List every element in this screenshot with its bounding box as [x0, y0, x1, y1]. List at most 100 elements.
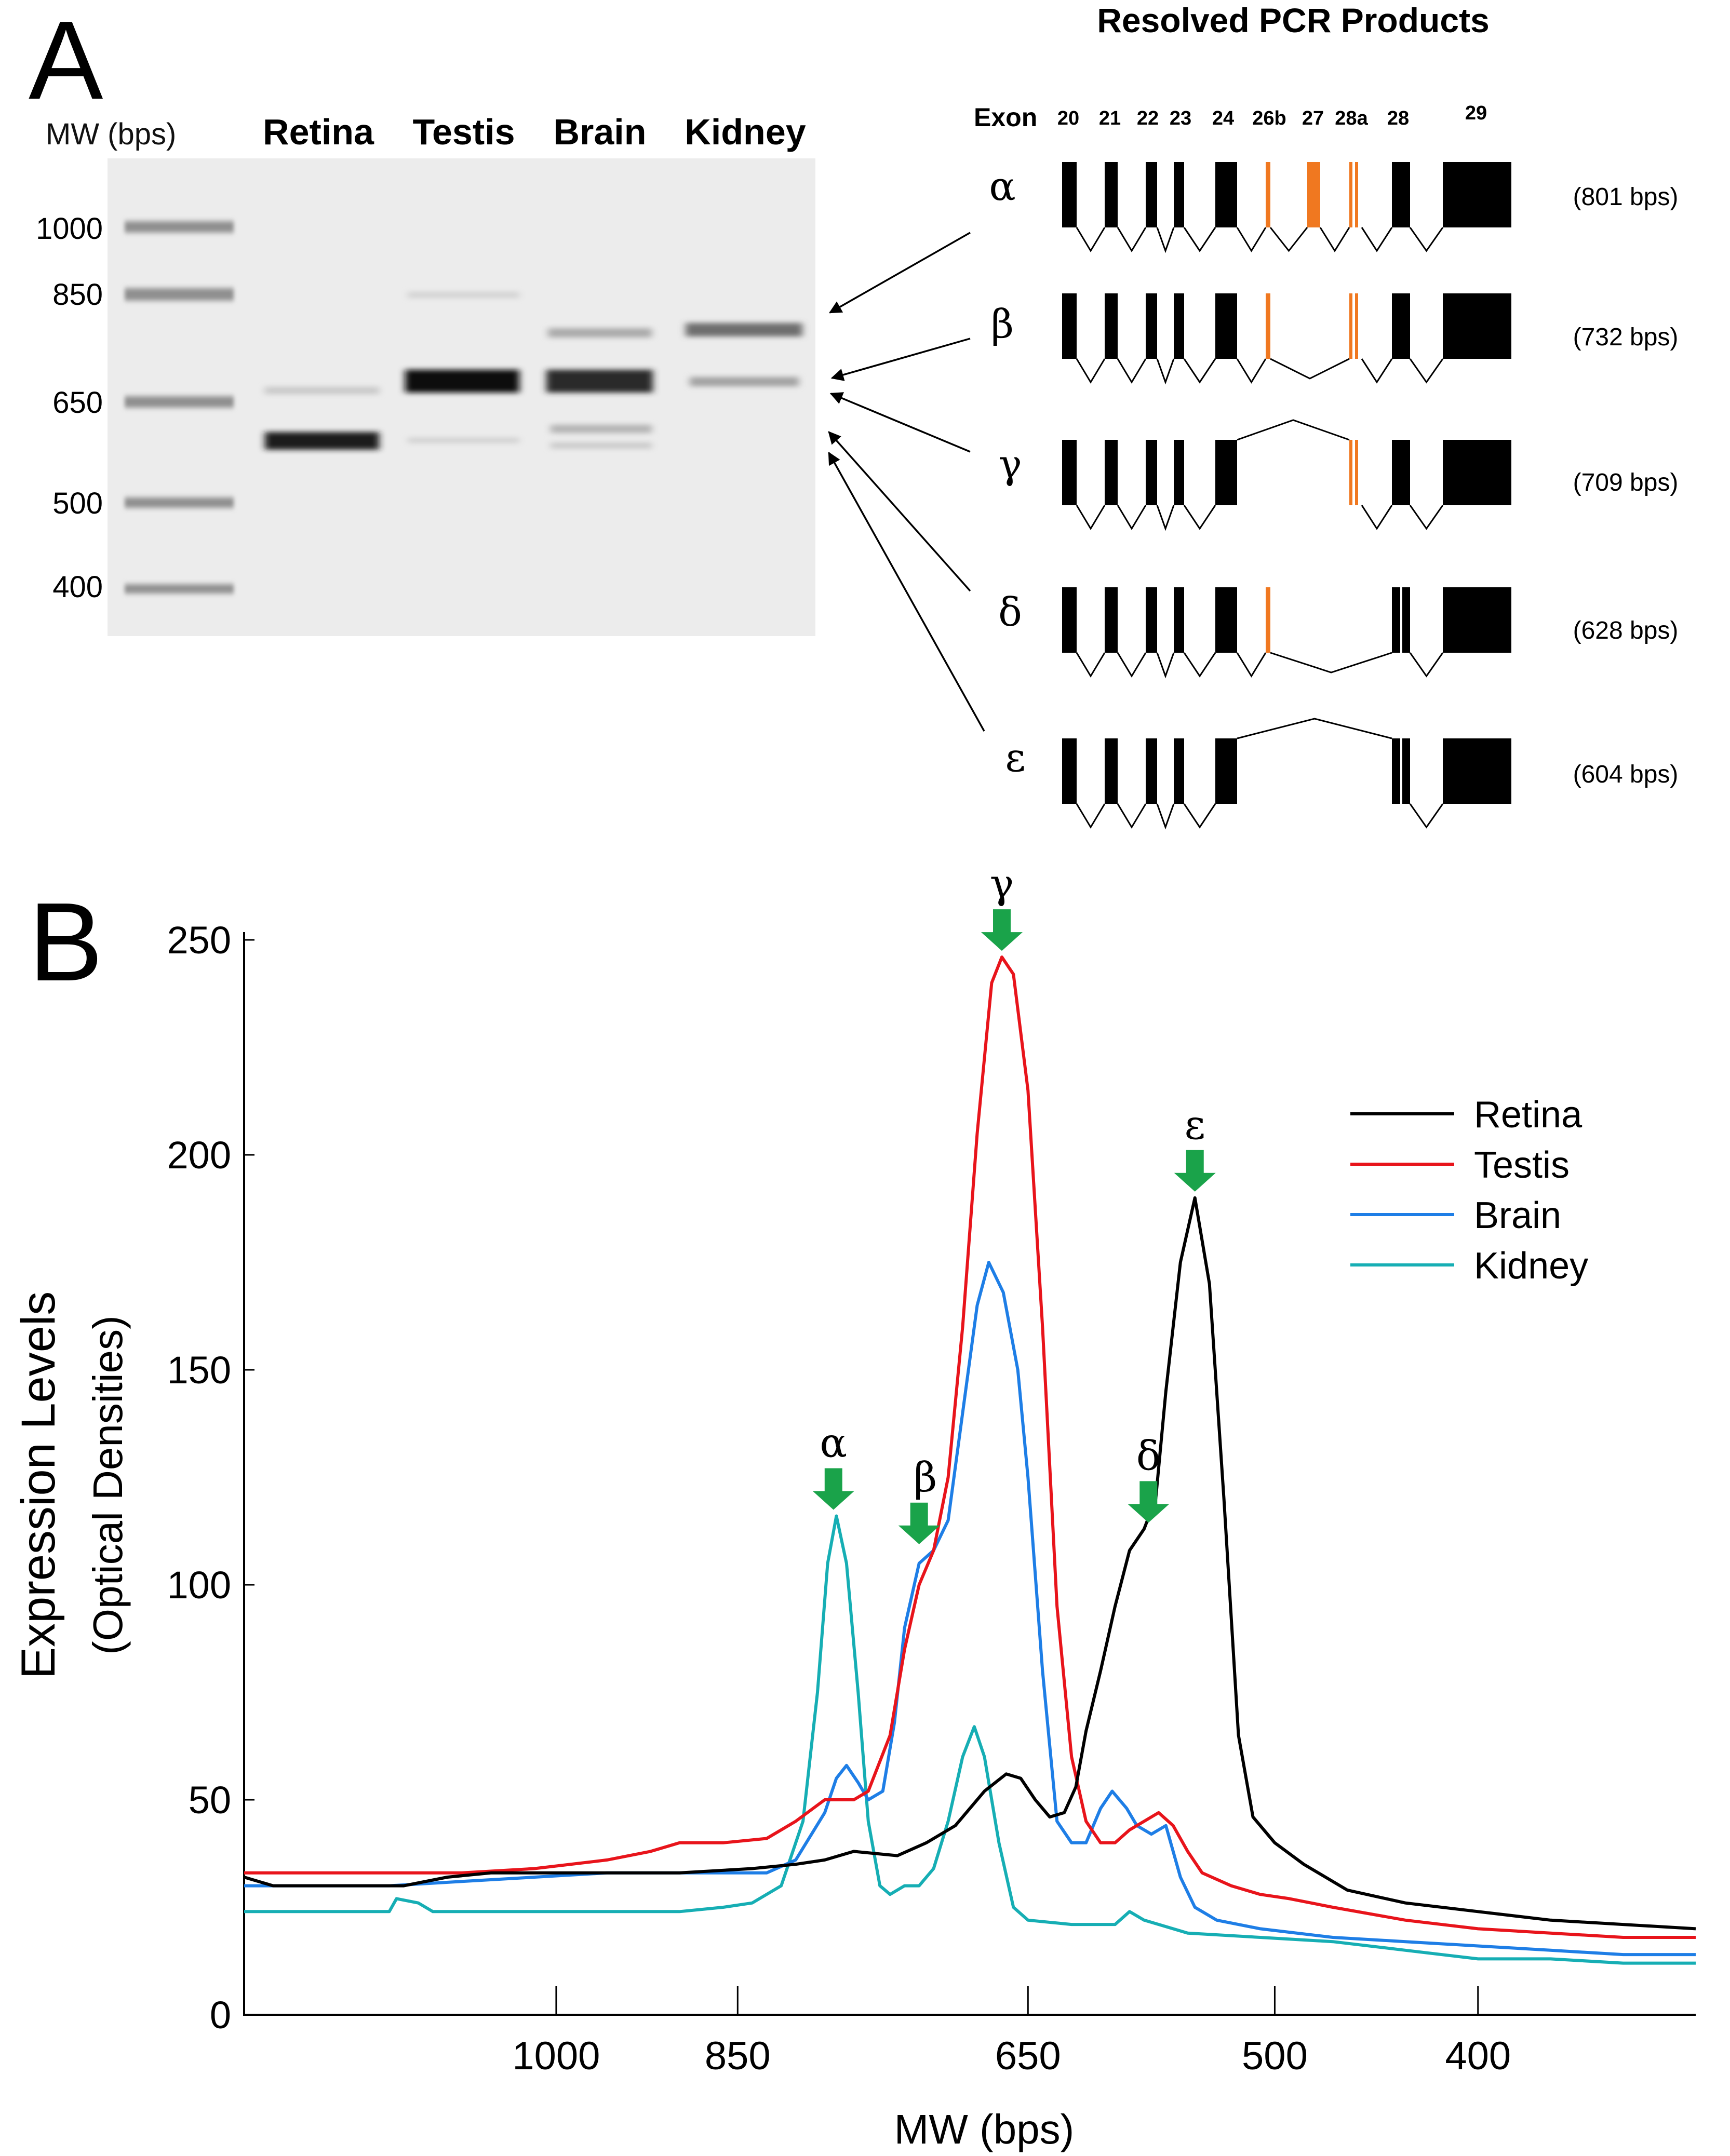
legend: Retina Testis Brain Kidney [1350, 1094, 1588, 1287]
y-tick-label-150: 150 [167, 1349, 231, 1392]
exon-28a [1392, 587, 1400, 653]
exon-21 [1105, 440, 1118, 505]
splice-junction [1236, 227, 1267, 252]
ladder-band-850 [125, 288, 234, 301]
y-ticks: 0 50 100 150 200 250 [167, 919, 254, 2037]
isoform-beta [1062, 293, 1511, 385]
splice-junction [1183, 505, 1216, 530]
retina-epsilon-band [265, 432, 379, 450]
splice-junction [1117, 803, 1147, 829]
splice-junction [1117, 358, 1147, 384]
symbol-beta: β [991, 301, 1014, 347]
splice-junction [1156, 227, 1175, 253]
x-tick-label-400: 400 [1445, 2034, 1511, 2078]
brain-gamma-band [546, 370, 653, 393]
splice-junction [1361, 358, 1393, 384]
peak-marker-2: γ [981, 861, 1023, 951]
ladder-band-1000 [125, 221, 234, 233]
splice-junction [1409, 652, 1444, 678]
peak-label: ε [1185, 1102, 1205, 1149]
splice-junction [1117, 505, 1147, 530]
size-epsilon: (604 bps) [1573, 761, 1679, 788]
splice-junction [1236, 652, 1267, 678]
product-arrows [828, 232, 985, 732]
exon-20 [1062, 587, 1077, 653]
exon-number-23: 23 [1170, 107, 1191, 129]
isoform-sizes: (801 bps) (732 bps) (709 bps) (628 bps) … [1573, 183, 1679, 788]
symbol-gamma: γ [998, 441, 1022, 487]
testis-faint-band [408, 292, 519, 298]
splice-junction [1409, 505, 1444, 530]
exon-numbers: 20 21 22 23 24 26b 27 28a 28 29 [1057, 102, 1487, 129]
exon-number-29: 29 [1465, 102, 1487, 124]
y-tick-label-200: 200 [167, 1134, 231, 1177]
retina-faint-band [265, 387, 379, 394]
brain-beta-band [548, 328, 652, 338]
peak-label: γ [990, 861, 1014, 908]
peak-marker-3: δ [1128, 1433, 1170, 1523]
peak-markers: α β γ δ ε [812, 861, 1216, 1544]
peak-label: δ [1136, 1433, 1161, 1479]
exon-21 [1105, 293, 1118, 359]
symbol-alpha: α [989, 163, 1015, 209]
splice-junction [1409, 227, 1444, 252]
exon-28 [1392, 162, 1410, 227]
ladder-label-650: 650 [52, 386, 103, 420]
splice-junction [1156, 358, 1175, 385]
exon-23 [1174, 162, 1184, 227]
exon-28a [1392, 738, 1400, 804]
brain-lower-band [551, 442, 652, 449]
peak-arrow [898, 1502, 940, 1544]
kidney-alpha-band [686, 323, 802, 336]
peak-arrow [981, 909, 1023, 951]
testis-gamma-band [405, 370, 519, 393]
peak-label: β [914, 1454, 937, 1501]
splice-junction [1270, 652, 1392, 673]
splice-junction [1361, 227, 1393, 252]
isoform-epsilon [1062, 718, 1511, 830]
testis-lower-band [408, 438, 519, 443]
exon-number-28a: 28a [1335, 107, 1368, 129]
splice-junction [1236, 358, 1267, 384]
splice-junction [1183, 803, 1216, 829]
exon-26b [1266, 293, 1270, 359]
legend-label-retina: Retina [1474, 1094, 1583, 1136]
diagram-title: Resolved PCR Products [1097, 1, 1490, 39]
splice-junction [1237, 419, 1350, 441]
series-lines [244, 955, 1696, 1965]
mw-label: MW (bps) [46, 117, 176, 151]
x-axis-label: MW (bps) [894, 2106, 1075, 2152]
exon-20 [1062, 440, 1077, 505]
x-tick-label-1000: 1000 [512, 2034, 600, 2078]
exon-e28a [1355, 293, 1358, 359]
exon-number-22: 22 [1137, 107, 1159, 129]
ladder-band-650 [125, 396, 234, 408]
exon-27 [1307, 162, 1320, 227]
series-line-testis [244, 955, 1696, 1939]
exon-22 [1146, 587, 1157, 653]
exon-e28a [1349, 162, 1352, 227]
splice-junction [1409, 358, 1444, 384]
x-tick-label-500: 500 [1242, 2034, 1308, 2078]
splice-junction [1076, 803, 1106, 829]
exon-29 [1443, 738, 1511, 804]
splice-junction [1361, 505, 1393, 530]
brain-delta-band [551, 425, 652, 433]
exon-number-24: 24 [1212, 107, 1234, 129]
series-line-brain [244, 1261, 1696, 1957]
y-axis-label: Expression Levels (Optical Densities) [12, 1291, 131, 1679]
exon-number-27: 27 [1302, 107, 1324, 129]
exon-23 [1174, 587, 1184, 653]
exon-20 [1062, 738, 1077, 804]
exon-24 [1215, 293, 1237, 359]
peak-label: α [820, 1420, 847, 1467]
ladder-band-400 [125, 584, 234, 594]
y-tick-label-250: 250 [167, 919, 231, 962]
y-tick-label-50: 50 [189, 1778, 231, 1822]
exon-e28a [1349, 293, 1352, 359]
splice-junction [1183, 227, 1216, 252]
exon-29 [1443, 587, 1511, 653]
exon-28 [1392, 293, 1410, 359]
ladder-label-850: 850 [52, 278, 103, 312]
